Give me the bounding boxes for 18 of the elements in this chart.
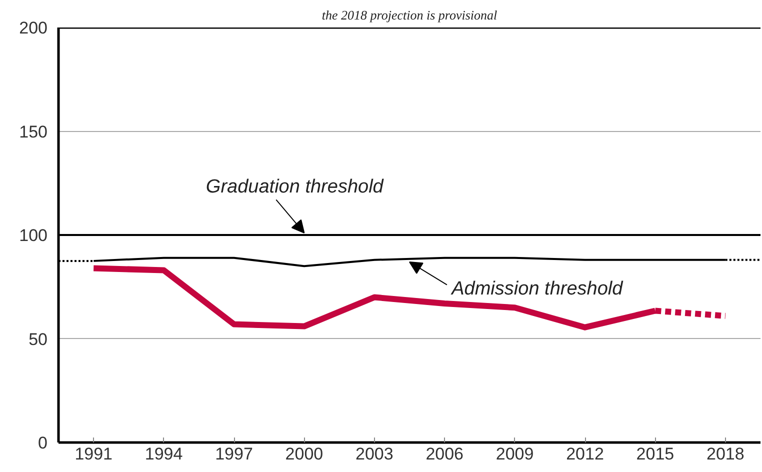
y-tick-label: 200 bbox=[19, 18, 48, 38]
ref-line-label: Graduation threshold bbox=[206, 176, 385, 198]
x-tick-label: 2015 bbox=[636, 444, 674, 464]
y-tick-label: 0 bbox=[38, 434, 48, 452]
x-tick-label: 2003 bbox=[355, 444, 394, 464]
x-tick-label: 2006 bbox=[426, 444, 464, 464]
x-tick-label: 1994 bbox=[144, 444, 183, 464]
annotation: Admission threshold bbox=[450, 278, 624, 300]
y-tick-label: 50 bbox=[28, 330, 48, 349]
x-tick-label: 1997 bbox=[215, 444, 253, 464]
x-tick-label: 1991 bbox=[74, 444, 113, 464]
x-tick-label: 2012 bbox=[566, 444, 604, 464]
y-tick-label: 150 bbox=[19, 122, 48, 142]
x-tick-label: 2009 bbox=[496, 444, 534, 464]
y-tick-label: 100 bbox=[19, 226, 48, 245]
chart-subtitle: the 2018 projection is provisional bbox=[322, 8, 498, 22]
x-tick-label: 2018 bbox=[706, 444, 744, 464]
x-tick-label: 2000 bbox=[285, 444, 324, 464]
